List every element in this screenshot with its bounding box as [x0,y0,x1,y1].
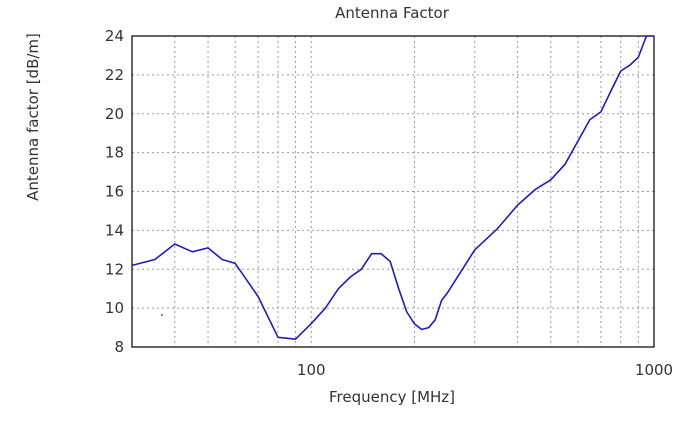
y-tick-label: 16 [105,183,124,201]
y-axis-label: Antenna factor [dB/m] [24,33,42,201]
y-tick-label: 22 [105,66,124,84]
y-tick-label: 18 [105,144,124,162]
antenna-factor-line [131,35,654,341]
y-tick-label: 24 [105,27,124,45]
y-tick-label: 10 [105,299,124,317]
x-axis-label: Frequency [MHz] [329,388,455,406]
y-tick-label: 8 [114,338,124,356]
x-tick-label: 1000 [635,361,673,379]
stray-dot [161,314,163,316]
y-tick-label: 14 [105,221,124,239]
chart-title: Antenna Factor [335,4,450,22]
plot-frame [131,35,655,348]
tick-labels: 8 10 12 14 16 18 20 22 24 100 1000 [105,27,673,379]
x-tick-label: 100 [297,361,326,379]
y-tick-label: 12 [105,260,124,278]
y-tick-label: 20 [105,105,124,123]
grid [132,36,654,347]
